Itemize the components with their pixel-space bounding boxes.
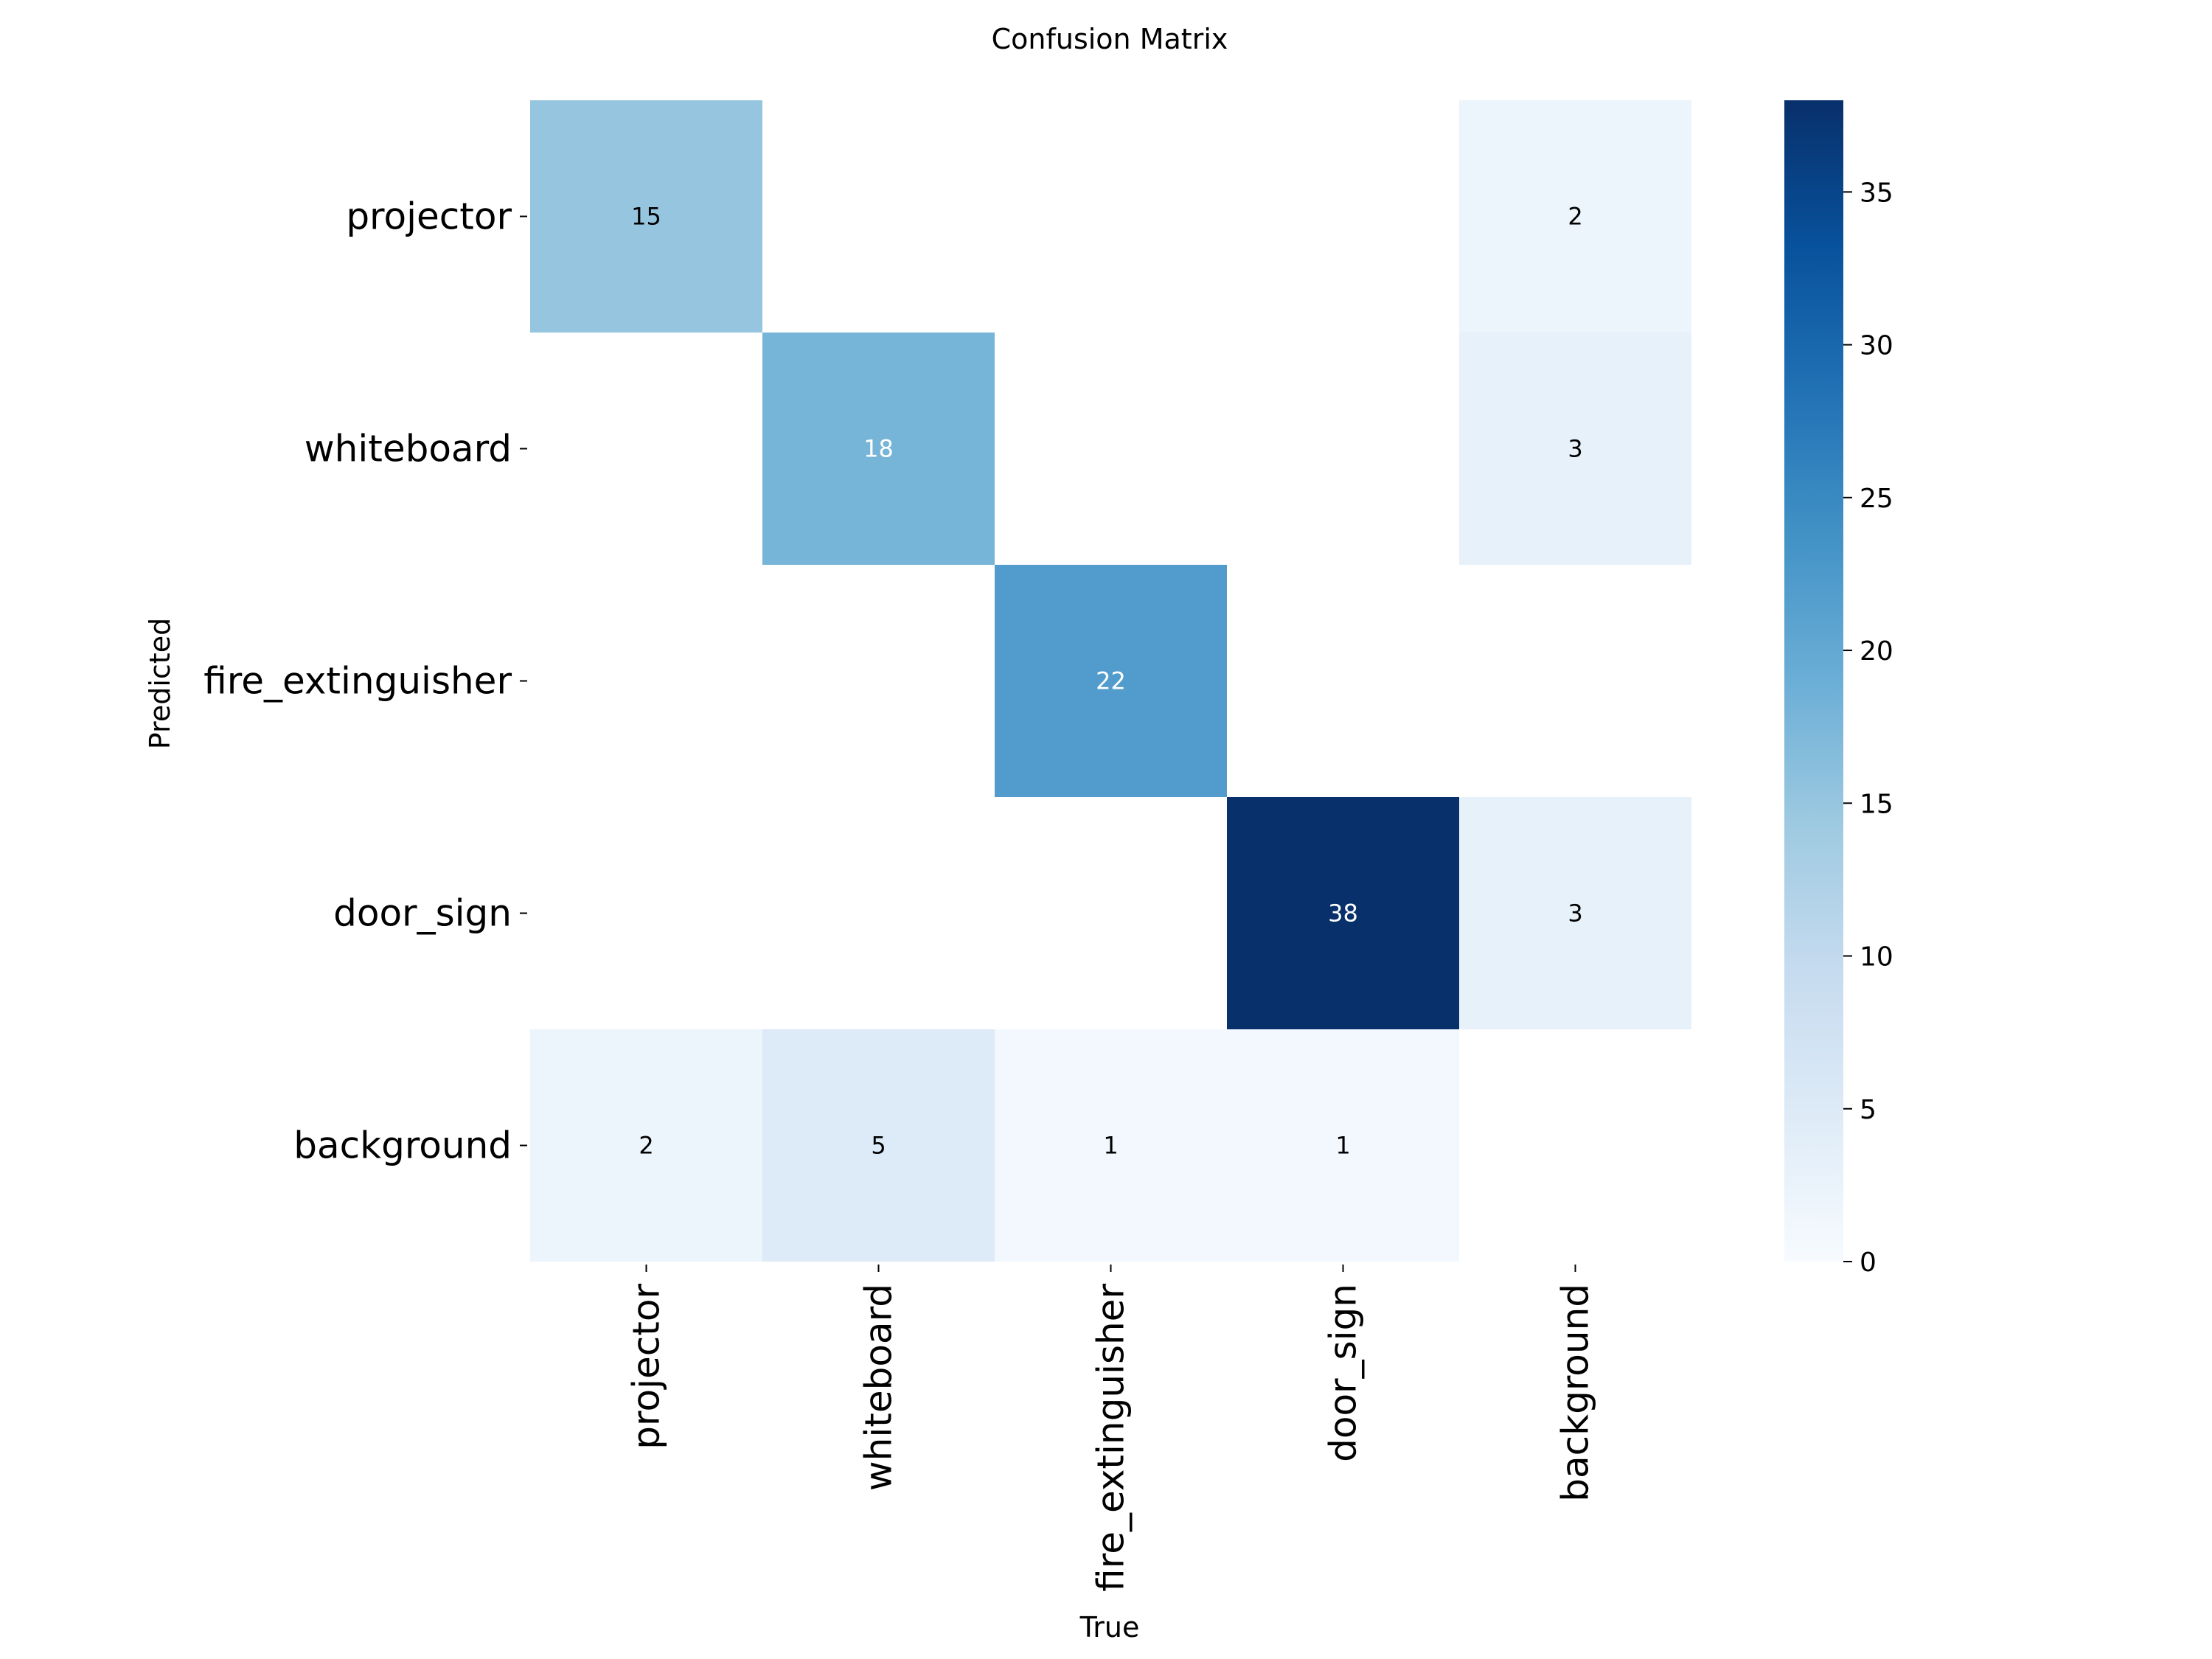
x-tick-label-whiteboard: whiteboard: [858, 1284, 900, 1491]
colorbar-tick-label-0: 0: [1860, 1248, 1877, 1278]
cell-value-label: 1: [1335, 1132, 1350, 1160]
cell-value-label: 5: [871, 1132, 886, 1160]
colorbar-tick-label-35: 35: [1860, 178, 1893, 208]
x-tick-labels: projector whiteboard fire_extinguisher door…: [625, 1265, 1597, 1592]
y-tick-label-whiteboard: whiteboard: [305, 428, 512, 470]
cell-value-label: 2: [639, 1132, 653, 1160]
x-tick-label-background: background: [1554, 1284, 1597, 1502]
y-tick-label-background: background: [293, 1124, 512, 1167]
cell-value-label: 18: [863, 435, 894, 463]
x-axis-label: True: [1079, 1611, 1140, 1644]
colorbar-tick-label-5: 5: [1860, 1095, 1877, 1125]
chart-title: Confusion Matrix: [992, 23, 1228, 55]
y-tick-labels: projector whiteboard fire_extinguisherdoor…: [204, 195, 527, 1167]
cell-projector-projector: [530, 100, 762, 333]
x-tick-label-door_sign: door_sign: [1322, 1284, 1365, 1462]
x-tick-label-fire_extinguisher: fire_extinguisher: [1090, 1284, 1133, 1592]
cell-background-door_sign: [1227, 1029, 1459, 1262]
colorbar-tick-label-30: 30: [1860, 331, 1893, 361]
colorbar-tick-label-15: 15: [1860, 789, 1893, 819]
heatmap-cells: 15 2 18 3 22 38 3 2 5 1 1: [530, 100, 1691, 1262]
cell-value-label: 15: [631, 203, 661, 231]
colorbar-gradient: [1784, 100, 1843, 1262]
cell-whiteboard-background: [1459, 333, 1691, 565]
y-tick-label-door_sign: door_sign: [333, 892, 512, 935]
cell-projector-background: [1459, 100, 1691, 333]
cell-whiteboard-whiteboard: [762, 333, 995, 565]
colorbar-tick-label-10: 10: [1860, 942, 1893, 973]
cell-value-label: 3: [1568, 900, 1582, 928]
cell-value-label: 2: [1568, 203, 1582, 231]
colorbar: 0 5 10 15 20 25 30 35: [1784, 100, 1893, 1278]
cell-value-label: 38: [1328, 900, 1358, 928]
cell-background-whiteboard: [762, 1029, 995, 1262]
x-tick-label-projector: projector: [625, 1284, 668, 1450]
cell-background-fire_extinguisher: [995, 1029, 1227, 1262]
cell-door_sign-background: [1459, 797, 1691, 1029]
cell-door_sign-door_sign: [1227, 797, 1459, 1029]
cell-value-label: 1: [1103, 1132, 1118, 1160]
colorbar-tick-label-20: 20: [1860, 636, 1893, 667]
cell-value-label: 3: [1568, 435, 1582, 463]
colorbar-tick-label-25: 25: [1860, 484, 1893, 514]
y-axis-label: Predicted: [144, 618, 176, 749]
cell-fire_extinguisher-fire_extinguisher: [995, 565, 1227, 797]
y-tick-label-fire_extinguisher: fire_extinguisher: [204, 660, 512, 703]
y-tick-label-projector: projector: [346, 195, 512, 238]
cell-value-label: 22: [1096, 667, 1126, 695]
cell-background-projector: [530, 1029, 762, 1262]
